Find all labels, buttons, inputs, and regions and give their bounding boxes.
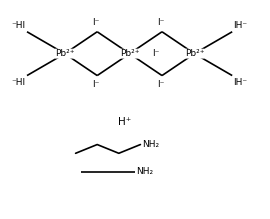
Text: I⁻: I⁻ [157, 80, 164, 89]
Text: I⁻: I⁻ [92, 80, 100, 89]
Text: ⁻HI: ⁻HI [12, 21, 26, 30]
Text: H⁺: H⁺ [117, 117, 131, 127]
Text: Pb²⁺: Pb²⁺ [55, 49, 75, 58]
Text: NH₂: NH₂ [142, 140, 159, 149]
Text: IH⁻: IH⁻ [234, 78, 248, 87]
Text: I⁻: I⁻ [92, 18, 100, 27]
Text: NH₂: NH₂ [136, 167, 153, 177]
Text: I⁻: I⁻ [157, 18, 164, 27]
Text: Pb²⁺: Pb²⁺ [120, 49, 139, 58]
Text: ⁻HI: ⁻HI [12, 78, 26, 87]
Text: Pb²⁺: Pb²⁺ [185, 49, 204, 58]
Text: I⁻: I⁻ [153, 49, 160, 58]
Text: IH⁻: IH⁻ [234, 21, 248, 30]
